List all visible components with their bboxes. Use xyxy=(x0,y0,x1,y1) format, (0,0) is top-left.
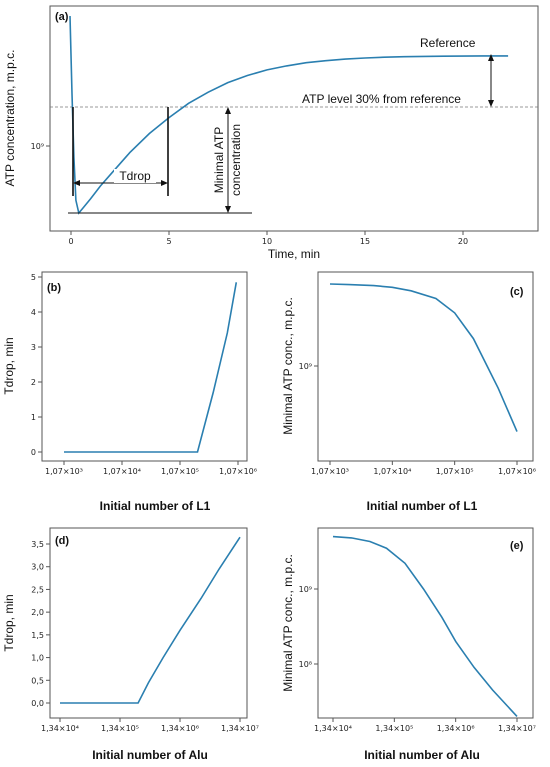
panel-b-y-ticks: 0 1 2 3 4 5 xyxy=(31,273,42,457)
panel-d-y-tick-label: 2,0 xyxy=(31,608,44,617)
panel-d-y-tick-label: 3,5 xyxy=(31,540,44,549)
panel-e-x-tick-label: 1,34×10⁷ xyxy=(498,724,536,733)
panel-c: (c) 1,07×10³ 1,07×10⁴ 1,07×10⁵ 1,07×10⁶ 10⁹… xyxy=(281,271,536,513)
panel-d-x-tick-label: 1,34×10⁷ xyxy=(221,724,259,733)
panel-e-xlabel: Initial number of Alu xyxy=(364,748,480,762)
panel-b-x-tick-label: 1,07×10⁶ xyxy=(219,467,257,476)
panel-e-y-tick-label: 10⁹ xyxy=(299,585,312,594)
panel-a-label: (a) xyxy=(55,11,69,23)
panel-c-y-tick-label: 10⁹ xyxy=(299,362,312,371)
panel-d-frame xyxy=(49,527,248,719)
panel-d-y-tick-label: 1,0 xyxy=(31,654,44,663)
panel-b-x-tick-label: 1,07×10⁵ xyxy=(161,467,199,476)
tdrop-label-bg xyxy=(114,169,156,183)
panel-d-y-ticks: 0,0 0,5 1,0 1,5 2,0 2,5 3,0 3,5 xyxy=(31,540,50,708)
minimal-atp-label-line1: Minimal ATP xyxy=(212,127,226,193)
panel-b-x-ticks: 1,07×10³ 1,07×10⁴ 1,07×10⁵ 1,07×10⁶ xyxy=(45,461,257,476)
panel-a-y-ticks: 10⁹ xyxy=(31,142,50,151)
panel-b-y-tick-label: 0 xyxy=(31,448,36,457)
panel-e-x-tick-label: 1,34×10⁶ xyxy=(437,724,475,733)
panel-c-label: (c) xyxy=(510,286,524,298)
tdrop-label: Tdrop xyxy=(119,169,151,183)
panel-e-frame xyxy=(317,527,534,719)
reference-arrow-up-head xyxy=(488,54,494,61)
reference-arrow-down-head xyxy=(488,100,494,107)
panel-a-x-tick-label: 15 xyxy=(360,237,370,246)
panel-a-x-ticks: 0 5 10 15 20 xyxy=(68,231,468,246)
panel-c-x-tick-label: 1,07×10³ xyxy=(311,467,349,476)
panel-a-x-tick-label: 0 xyxy=(68,237,73,246)
tdrop-arrow-left-head xyxy=(73,180,80,186)
panel-b-series-line xyxy=(64,282,238,453)
panel-e-y-ticks: 10⁹ 10⁸ xyxy=(299,585,318,669)
minimal-atp-arrow-down-head xyxy=(225,206,231,213)
panel-b-x-tick-label: 1,07×10³ xyxy=(45,467,83,476)
panel-d-y-tick-label: 0,0 xyxy=(31,699,44,708)
panel-b-y-tick-label: 5 xyxy=(31,273,36,282)
atp-level-label: ATP level 30% from reference xyxy=(302,92,461,106)
panel-c-xlabel: Initial number of L1 xyxy=(367,499,478,513)
panel-e-y-tick-label: 10⁸ xyxy=(299,660,312,669)
panel-a-ylabel: ATP concentration, m.p.c. xyxy=(3,50,17,187)
panel-a-y-tick-label: 10⁹ xyxy=(31,142,44,151)
panel-b-label: (b) xyxy=(47,282,61,294)
panel-d-series-line xyxy=(60,536,241,704)
panel-c-x-tick-label: 1,07×10⁶ xyxy=(498,467,536,476)
panel-e-series-line xyxy=(332,535,518,717)
panel-d-ylabel: Tdrop, min xyxy=(2,594,16,651)
panel-e-ylabel: Minimal ATP conc., m.p.c. xyxy=(281,554,295,692)
panel-b: (b) 1,07×10³ 1,07×10⁴ 1,07×10⁵ 1,07×10⁶ 0 1 2… xyxy=(2,271,257,513)
panel-a-xlabel: Time, min xyxy=(268,247,320,261)
panel-a-series-line xyxy=(69,15,509,215)
panel-d-y-tick-label: 1,5 xyxy=(31,631,44,640)
panel-b-y-tick-label: 4 xyxy=(31,308,36,317)
panel-e-x-ticks: 1,34×10⁴ 1,34×10⁵ 1,34×10⁶ 1,34×10⁷ xyxy=(314,718,536,733)
panel-d-y-tick-label: 2,5 xyxy=(31,585,44,594)
panel-d-x-tick-label: 1,34×10⁵ xyxy=(101,724,139,733)
panel-d-x-ticks: 1,34×10⁴ 1,34×10⁵ 1,34×10⁶ 1,34×10⁷ xyxy=(41,718,259,733)
panel-a: (a) 0 5 10 15 20 10⁹ Tdrop Minimal ATP conce… xyxy=(3,5,539,261)
panel-d-x-tick-label: 1,34×10⁶ xyxy=(161,724,199,733)
panel-e-label: (e) xyxy=(510,540,524,552)
panel-e: (e) 1,34×10⁴ 1,34×10⁵ 1,34×10⁶ 1,34×10⁷ 10⁹… xyxy=(281,527,536,762)
panel-e-x-tick-label: 1,34×10⁵ xyxy=(375,724,413,733)
panel-d-y-tick-label: 3,0 xyxy=(31,563,44,572)
panel-b-y-tick-label: 1 xyxy=(31,413,36,422)
panel-e-x-tick-label: 1,34×10⁴ xyxy=(314,724,352,733)
panel-b-xlabel: Initial number of L1 xyxy=(100,499,211,513)
panel-b-y-tick-label: 2 xyxy=(31,378,36,387)
panel-c-series-line xyxy=(329,283,518,432)
panel-c-frame xyxy=(317,271,534,462)
minimal-atp-arrow-up-head xyxy=(225,107,231,114)
panel-b-ylabel: Tdrop, min xyxy=(2,337,16,394)
panel-d-label: (d) xyxy=(55,535,69,547)
panel-d: (d) 1,34×10⁴ 1,34×10⁵ 1,34×10⁶ 1,34×10⁷ 0,0… xyxy=(2,527,259,762)
panel-a-x-tick-label: 20 xyxy=(458,237,468,246)
panel-a-x-tick-label: 10 xyxy=(262,237,272,246)
tdrop-arrow-right-head xyxy=(161,180,168,186)
panel-a-x-tick-label: 5 xyxy=(166,237,171,246)
panel-c-x-ticks: 1,07×10³ 1,07×10⁴ 1,07×10⁵ 1,07×10⁶ xyxy=(311,461,536,476)
minimal-atp-label-line2: concentration xyxy=(229,124,243,196)
panel-c-y-ticks: 10⁹ xyxy=(299,362,318,371)
panel-b-x-tick-label: 1,07×10⁴ xyxy=(103,467,141,476)
reference-label: Reference xyxy=(420,36,476,50)
panel-c-x-tick-label: 1,07×10⁵ xyxy=(436,467,474,476)
panel-b-y-tick-label: 3 xyxy=(31,343,36,352)
panel-d-y-tick-label: 0,5 xyxy=(31,676,44,685)
panel-a-frame xyxy=(49,5,539,232)
panel-d-xlabel: Initial number of Alu xyxy=(92,748,208,762)
panel-d-x-tick-label: 1,34×10⁴ xyxy=(41,724,79,733)
panel-c-x-tick-label: 1,07×10⁴ xyxy=(373,467,411,476)
panel-c-ylabel: Minimal ATP conc., m.p.c. xyxy=(281,297,295,435)
panel-b-frame xyxy=(41,271,248,462)
